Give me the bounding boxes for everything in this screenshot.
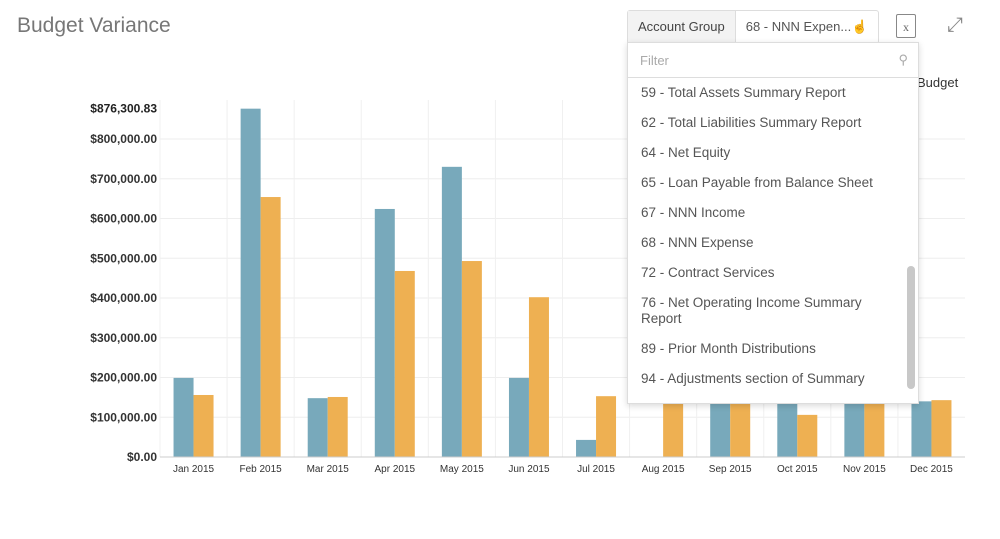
- y-tick-label: $400,000.00: [90, 291, 157, 305]
- dropdown-scrollbar[interactable]: [907, 266, 915, 389]
- account-group-dropdown: Filter ⚲ 59 - Total Assets Summary Report…: [627, 42, 919, 404]
- x-tick-label: Sep 2015: [709, 464, 752, 475]
- bar-budget[interactable]: [327, 396, 348, 457]
- bar-actual[interactable]: [173, 377, 194, 457]
- bar-actual[interactable]: [374, 208, 395, 457]
- y-tick-label: $100,000.00: [90, 410, 157, 424]
- bar-budget[interactable]: [797, 414, 818, 457]
- bar-budget[interactable]: [730, 401, 751, 457]
- y-tick-label: $800,000.00: [90, 132, 157, 146]
- y-max-label: $876,300.83: [90, 102, 157, 116]
- y-tick-label: $200,000.00: [90, 371, 157, 385]
- bar-actual[interactable]: [911, 401, 932, 457]
- bar-budget[interactable]: [596, 396, 617, 457]
- excel-export-icon[interactable]: x: [896, 14, 916, 38]
- page-title: Budget Variance: [17, 14, 171, 37]
- dropdown-item[interactable]: 68 - NNN Expense: [641, 235, 754, 250]
- y-tick-label: $700,000.00: [90, 172, 157, 186]
- bar-actual[interactable]: [307, 398, 328, 457]
- bar-budget[interactable]: [663, 399, 684, 457]
- bar-budget[interactable]: [461, 261, 482, 457]
- legend-budget[interactable]: Budget: [917, 75, 959, 90]
- search-icon: ⚲: [898, 52, 908, 67]
- x-tick-label: Feb 2015: [239, 464, 282, 475]
- bar-budget[interactable]: [193, 394, 214, 457]
- y-tick-label: $500,000.00: [90, 251, 157, 265]
- x-tick-label: Dec 2015: [910, 464, 953, 475]
- bar-budget[interactable]: [528, 297, 549, 457]
- bar-actual[interactable]: [576, 439, 597, 457]
- x-tick-label: Jan 2015: [173, 464, 215, 475]
- dropdown-item[interactable]: 62 - Total Liabilities Summary Report: [641, 115, 862, 130]
- dropdown-item[interactable]: 64 - Net Equity: [641, 145, 731, 160]
- account-group-value[interactable]: 68 - NNN Expen... ☝: [736, 11, 878, 43]
- bar-actual[interactable]: [240, 108, 261, 458]
- x-tick-label: Aug 2015: [642, 464, 685, 475]
- hand-pointer-icon: ☝: [851, 19, 868, 34]
- account-group-select[interactable]: Account Group 68 - NNN Expen... ☝: [627, 10, 879, 44]
- x-tick-label: Oct 2015: [777, 464, 818, 475]
- bar-actual[interactable]: [710, 401, 731, 457]
- account-group-label: Account Group: [628, 11, 736, 43]
- x-tick-label: May 2015: [440, 464, 484, 475]
- bar-actual[interactable]: [441, 166, 462, 457]
- y-tick-label: $300,000.00: [90, 331, 157, 345]
- bar-actual[interactable]: [777, 401, 798, 457]
- dropdown-item[interactable]: 94 - Adjustments section of Summary: [641, 371, 865, 386]
- bar-budget[interactable]: [864, 401, 885, 457]
- dropdown-item[interactable]: 76 - Net Operating Income Summary Report: [641, 295, 862, 326]
- dropdown-item[interactable]: 72 - Contract Services: [641, 265, 775, 280]
- dropdown-item[interactable]: 59 - Total Assets Summary Report: [641, 85, 846, 100]
- dropdown-item[interactable]: 65 - Loan Payable from Balance Sheet: [641, 175, 873, 190]
- bar-actual[interactable]: [844, 401, 865, 457]
- y-tick-label: $600,000.00: [90, 212, 157, 226]
- x-tick-label: Jul 2015: [577, 464, 615, 475]
- bar-actual[interactable]: [508, 377, 529, 457]
- expand-icon[interactable]: ⤢: [947, 14, 963, 36]
- y-tick-label: $0.00: [127, 450, 157, 464]
- filter-input[interactable]: Filter ⚲: [628, 43, 918, 78]
- bar-budget[interactable]: [931, 400, 952, 457]
- x-tick-label: Jun 2015: [508, 464, 550, 475]
- bar-budget[interactable]: [260, 197, 281, 457]
- bar-budget[interactable]: [394, 270, 415, 457]
- dropdown-item[interactable]: 89 - Prior Month Distributions: [641, 341, 816, 356]
- x-tick-label: Apr 2015: [374, 464, 415, 475]
- dropdown-item[interactable]: 67 - NNN Income: [641, 205, 746, 220]
- x-tick-label: Mar 2015: [307, 464, 350, 475]
- x-tick-label: Nov 2015: [843, 464, 886, 475]
